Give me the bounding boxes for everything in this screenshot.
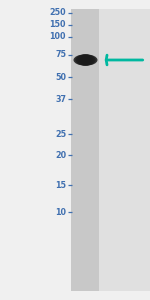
Ellipse shape — [80, 54, 92, 66]
Text: 25: 25 — [55, 130, 66, 139]
Text: 10: 10 — [55, 208, 66, 217]
Text: 15: 15 — [55, 181, 66, 190]
Bar — [99, 9, 150, 291]
Text: 75: 75 — [55, 50, 66, 59]
Text: 20: 20 — [55, 151, 66, 160]
Ellipse shape — [74, 54, 98, 66]
Text: 100: 100 — [50, 32, 66, 41]
Text: 37: 37 — [55, 94, 66, 103]
Text: 250: 250 — [49, 8, 66, 17]
Text: 150: 150 — [50, 20, 66, 29]
Ellipse shape — [77, 54, 94, 66]
Bar — [71, 9, 99, 291]
Ellipse shape — [75, 54, 96, 66]
Text: 50: 50 — [55, 73, 66, 82]
